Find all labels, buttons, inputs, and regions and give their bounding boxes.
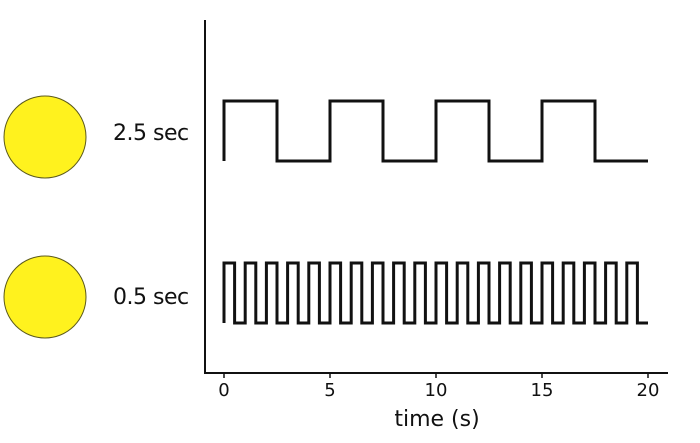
x-tick-label-0: 0: [218, 380, 229, 401]
row-slow-blink: 2.5 sec: [3, 95, 189, 179]
axes: 0 5 10 15 20 time (s): [204, 20, 668, 432]
lamp-circle-fast: [3, 255, 87, 339]
x-axis-ticks: 0 5 10 15 20: [218, 373, 659, 401]
row-label-slow: 2.5 sec: [113, 121, 189, 146]
row-fast-blink: 0.5 sec: [3, 255, 189, 339]
x-axis-title: time (s): [394, 407, 479, 432]
x-tick-label-5: 5: [324, 380, 335, 401]
lamp-circle-slow: [3, 95, 87, 179]
x-tick-label-20: 20: [637, 380, 660, 401]
row-label-fast: 0.5 sec: [113, 285, 189, 310]
square-wave-slow: [222, 99, 648, 163]
x-tick-label-15: 15: [531, 380, 554, 401]
square-wave-fast: [222, 261, 648, 325]
x-tick-label-10: 10: [425, 380, 448, 401]
waveforms: [222, 99, 648, 325]
